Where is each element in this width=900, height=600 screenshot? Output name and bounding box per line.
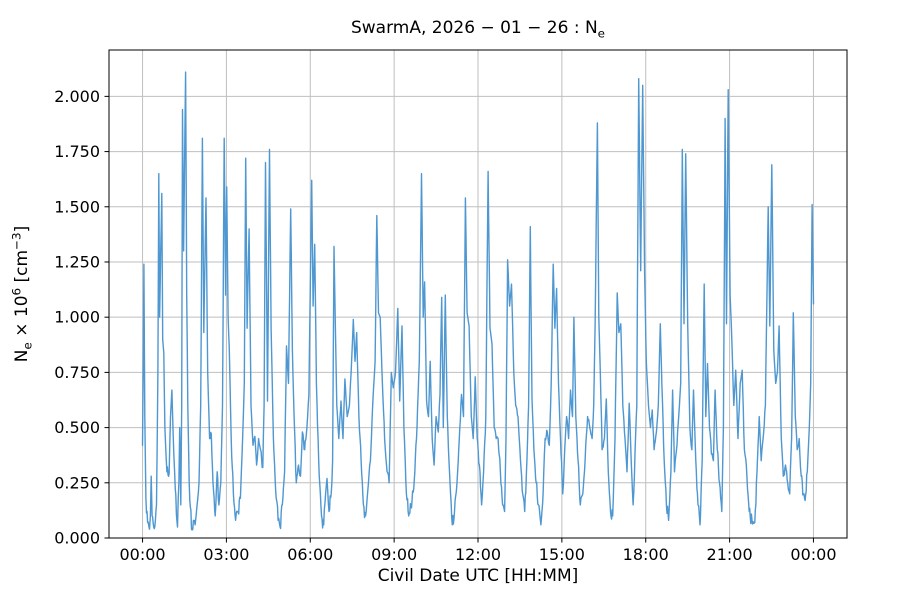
y-tick-label: 0.000 xyxy=(54,529,100,548)
tick-labels: 00:00 03:00 06:00 09:00 12:00 15:00 18:00 21:00… xyxy=(54,87,836,564)
ylabel-unit: [cm xyxy=(12,249,33,288)
chart-title-text: SwarmA, 2026 − 01 − 26 : N xyxy=(350,18,598,38)
x-tick-label: 09:00 xyxy=(371,545,417,564)
ylabel-subscript: e xyxy=(20,342,35,350)
x-tick-label: 06:00 xyxy=(287,545,333,564)
y-tick-label: 0.500 xyxy=(54,418,100,437)
ylabel-times: × 10 xyxy=(12,295,33,343)
chart-title-subscript: e xyxy=(597,26,605,41)
x-tick-label: 12:00 xyxy=(455,545,501,564)
x-tick-label: 18:00 xyxy=(623,545,669,564)
y-tick-label: 0.750 xyxy=(54,363,100,382)
y-tick-label: 0.250 xyxy=(54,473,100,492)
x-tick-label: 21:00 xyxy=(707,545,753,564)
x-axis-label: Civil Date UTC [HH:MM] xyxy=(377,566,579,586)
y-tick-label: 1.500 xyxy=(54,197,100,216)
y-axis-label: Ne × 106 [cm−3] xyxy=(9,226,34,362)
x-tick-label: 15:00 xyxy=(539,545,585,564)
ylabel-unit-exponent: −3 xyxy=(9,232,24,250)
ylabel-exponent: 6 xyxy=(9,287,24,296)
x-tick-label: 03:00 xyxy=(203,545,249,564)
ylabel-symbol: N xyxy=(12,349,33,363)
y-tick-label: 1.250 xyxy=(54,252,100,271)
x-tick-label: 00:00 xyxy=(119,545,165,564)
ne-line-series xyxy=(141,71,815,531)
ylabel-close: ] xyxy=(12,225,33,233)
y-tick-label: 1.000 xyxy=(54,308,100,327)
x-tick-label: 00:00 xyxy=(790,545,836,564)
axis-ticks xyxy=(104,95,814,543)
y-tick-label: 2.000 xyxy=(54,87,100,106)
chart-title: SwarmA, 2026 − 01 − 26 : Ne xyxy=(109,18,847,40)
y-tick-label: 1.750 xyxy=(54,142,100,161)
grid-lines xyxy=(109,50,847,539)
